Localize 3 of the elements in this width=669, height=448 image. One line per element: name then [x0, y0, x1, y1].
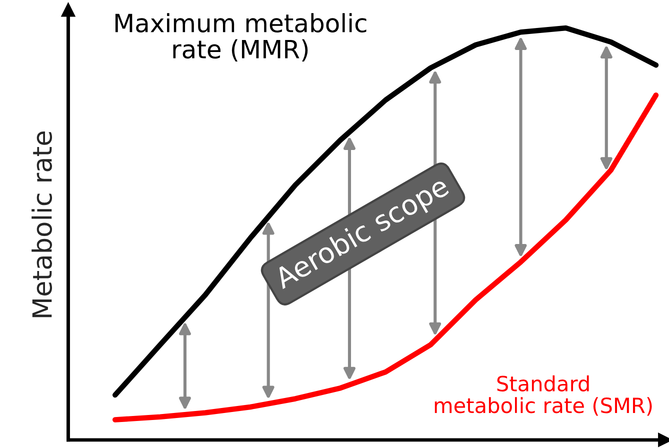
series-label: Maximum metabolic rate (MMR) [115, 13, 366, 62]
y-axis-title: Metabolic rate [32, 132, 52, 318]
series-label: Standard metabolic rate (SMR) [434, 375, 652, 416]
